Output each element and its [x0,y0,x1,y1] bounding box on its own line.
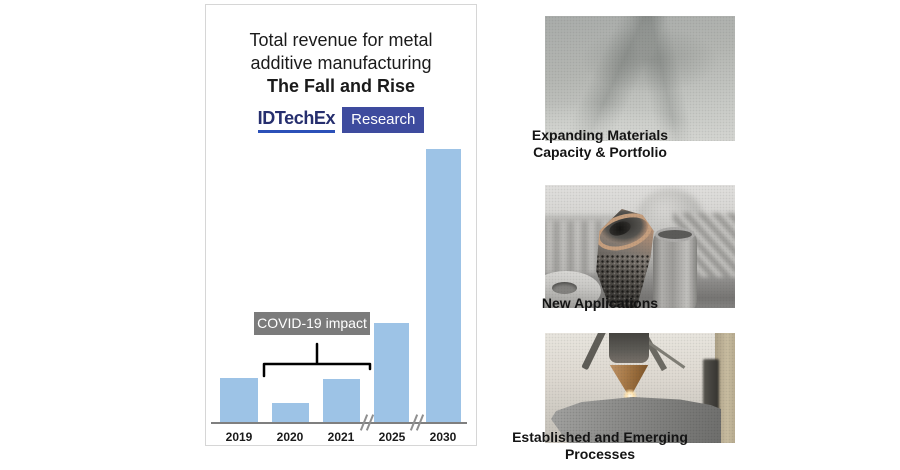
x-axis-line [211,422,467,424]
caption-materials-line2: Capacity & Portfolio [533,144,667,160]
chart-title-line2: additive manufacturing [250,53,432,73]
photo-metal-powder [545,16,735,141]
bar-2030 [426,149,461,424]
caption-processes-line1: Established and Emerging [512,429,688,445]
metal-cylinder-part [653,227,697,308]
flange-disc-part [545,271,601,308]
idtechex-logo: IDTechEx Research [206,107,476,133]
bar-2021 [323,379,360,424]
x-label-2021: 2021 [327,430,355,444]
printed-workpiece [551,397,721,443]
covid-impact-label: COVID-19 impact [254,312,370,335]
idtechex-research-badge: Research [342,107,425,133]
x-label-2025: 2025 [378,430,406,444]
caption-processes: Established and Emerging Processes [495,429,705,463]
printer-arm-left [581,333,608,371]
caption-processes-line2: Processes [564,446,636,462]
caption-applications: New Applications [495,295,705,312]
brace-annotation [262,342,372,378]
chart-panel: Total revenue for metal additive manufac… [205,4,477,446]
caption-materials-line1: Expanding Materials [531,127,669,143]
printer-head-block [609,333,649,363]
x-label-2030: 2030 [429,430,457,444]
chart-title-line3: The Fall and Rise [266,76,416,96]
x-label-2019: 2019 [225,430,253,444]
idtechex-wordmark: IDTechEx [257,108,336,133]
caption-materials: Expanding Materials Capacity & Portfolio [495,127,705,161]
right-column: Expanding Materials Capacity & Portfolio… [505,0,735,470]
bar-2019 [220,378,258,424]
x-label-2020: 2020 [276,430,304,444]
chart-title-line1: Total revenue for metal [249,30,433,50]
caption-applications-line1: New Applications [541,295,659,311]
bar-2020 [272,403,309,424]
chart-title: Total revenue for metal additive manufac… [206,29,476,98]
photo-printed-metal-parts [545,185,735,308]
photo-printer-nozzle [545,333,735,443]
bar-2025 [374,323,409,424]
